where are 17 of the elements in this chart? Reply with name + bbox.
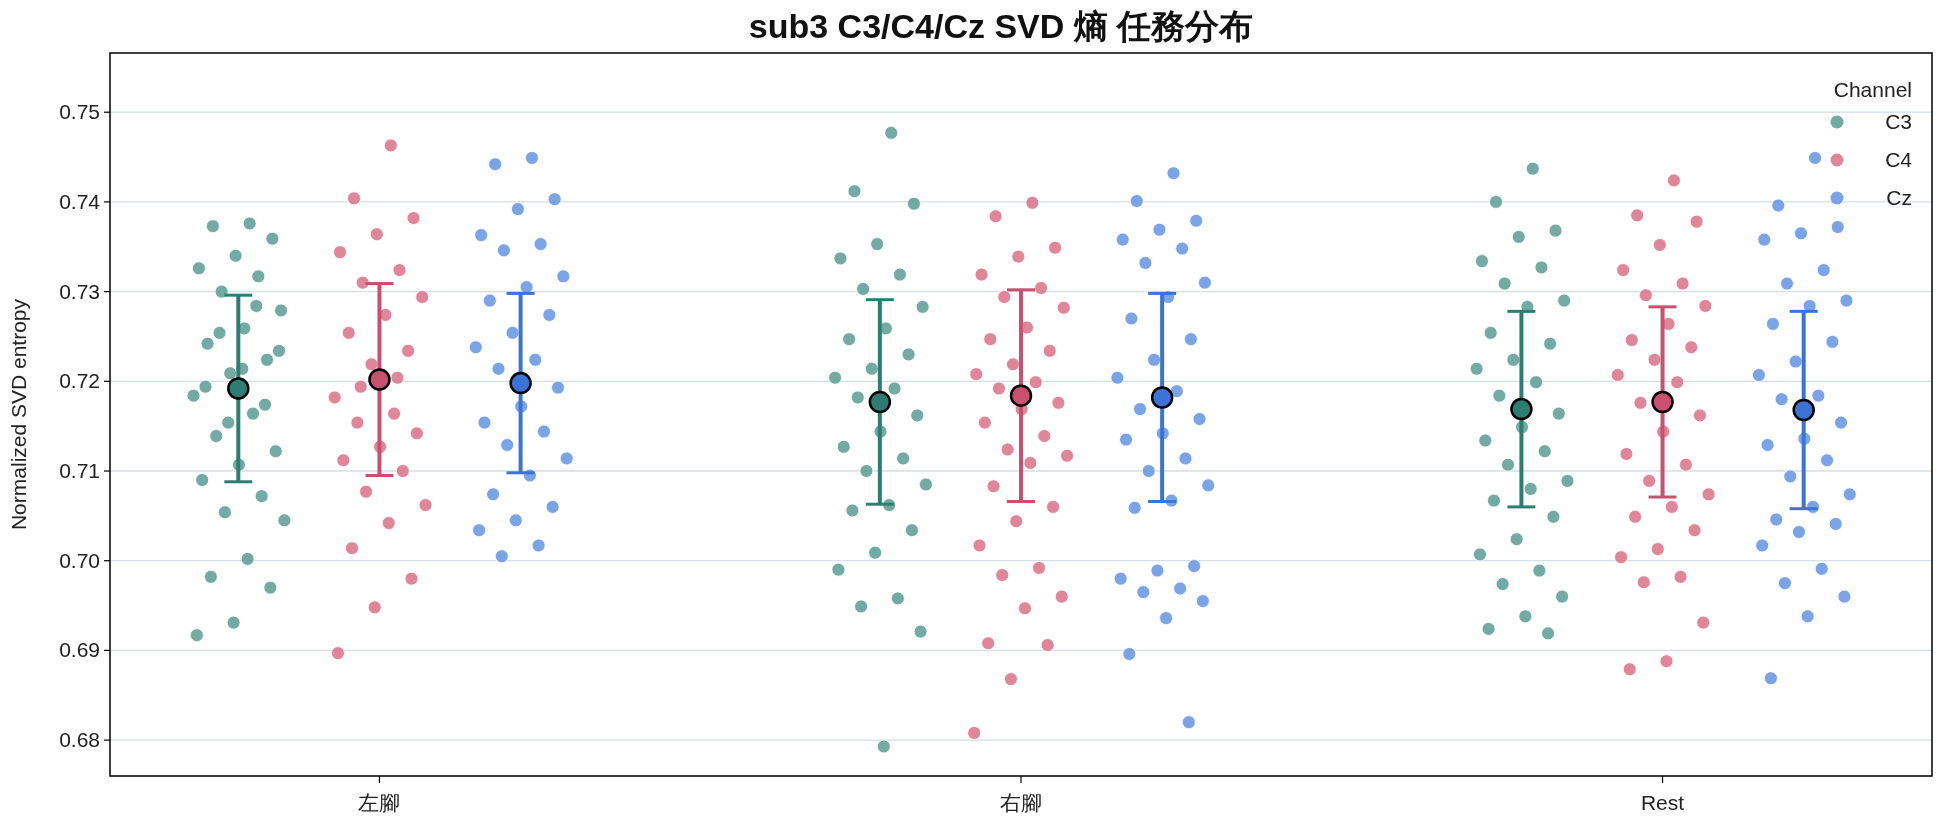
y-axis-title: Normalized SVD entropy (7, 298, 30, 531)
x-tick-label: 左腳 (358, 791, 401, 814)
y-tick-label: 0.69 (59, 638, 100, 662)
chart-title: sub3 C3/C4/Cz SVD 熵 任務分布 (748, 7, 1254, 45)
y-tick-label: 0.72 (59, 369, 100, 393)
y-tick-label: 0.68 (59, 728, 100, 752)
y-tick-label: 0.71 (59, 459, 100, 483)
legend-label: Cz (1886, 186, 1912, 209)
y-tick-label: 0.73 (59, 279, 100, 303)
y-tick-label: 0.74 (59, 189, 101, 213)
legend-title: Channel (1833, 78, 1912, 101)
y-tick-label: 0.75 (59, 100, 100, 124)
legend-label: C4 (1885, 148, 1913, 171)
legend-label: C3 (1885, 110, 1912, 133)
x-tick-label: 右腳 (1000, 791, 1042, 814)
y-tick-label: 0.70 (59, 548, 100, 572)
x-tick-label: Rest (1640, 791, 1685, 814)
